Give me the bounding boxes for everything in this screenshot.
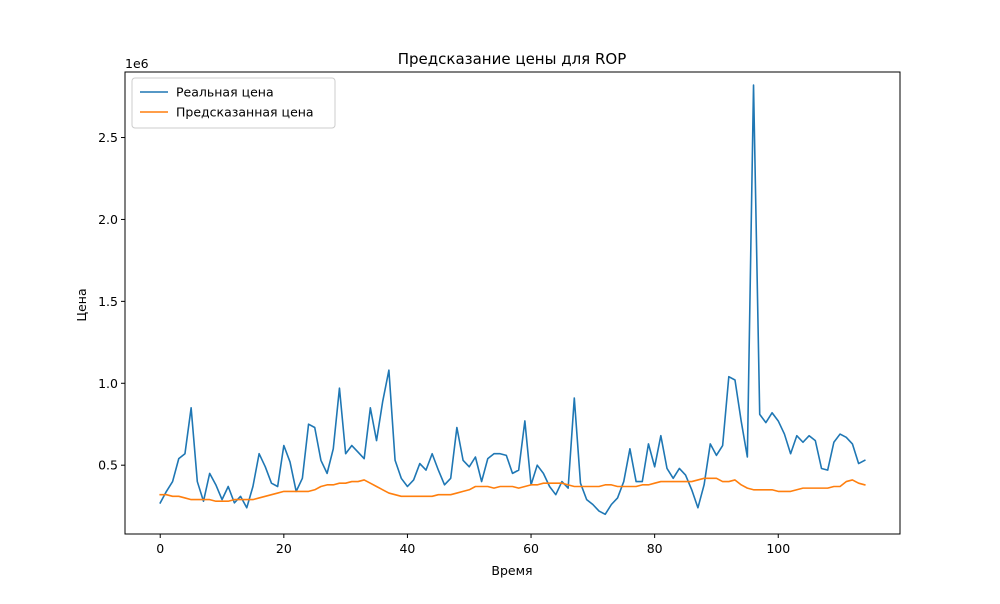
y-tick-label: 1.5 (98, 294, 118, 309)
x-tick-label: 40 (399, 541, 415, 556)
y-tick-label: 1.0 (98, 376, 118, 391)
legend-label-2: Предсказанная цена (176, 105, 314, 120)
x-tick-label: 0 (156, 541, 164, 556)
legend: Реальная цена Предсказанная цена (131, 77, 336, 129)
x-tick-label: 80 (647, 541, 663, 556)
series-line-1 (159, 84, 866, 516)
y-tick-label: 2.0 (98, 212, 118, 227)
x-axis-label: Время (491, 563, 532, 578)
y-axis-label: Цена (74, 288, 89, 321)
legend-box (131, 77, 336, 129)
y-offset-text: 1e6 (125, 56, 149, 71)
x-tick-label: 60 (523, 541, 539, 556)
x-tick-label: 100 (766, 541, 790, 556)
x-tick-label: 20 (276, 541, 292, 556)
chart-title: Предсказание цены для ROP (398, 50, 627, 68)
legend-label-1: Реальная цена (176, 85, 274, 100)
y-tick-label: 2.5 (98, 130, 118, 145)
plot-area: 0 20 40 60 80 100 0.5 1.0 1.5 2.0 2.5 (98, 71, 901, 556)
y-tick-label: 0.5 (98, 458, 118, 473)
plot-frame (124, 71, 901, 535)
series-line-2 (159, 477, 866, 503)
